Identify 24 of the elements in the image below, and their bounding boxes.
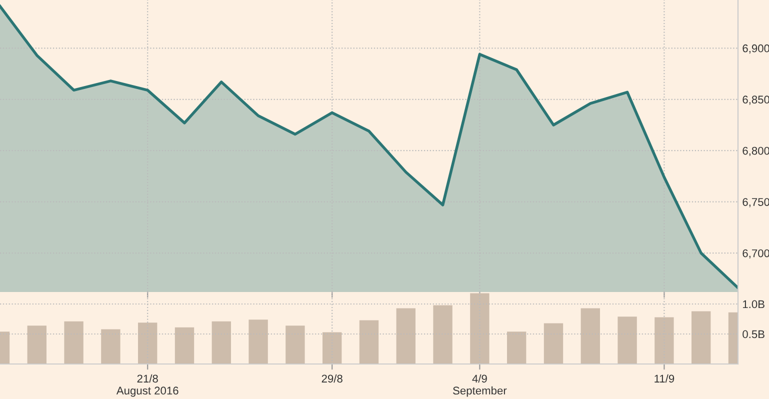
- bar: [286, 326, 305, 364]
- bar: [212, 321, 231, 364]
- bar: [138, 322, 158, 364]
- bar: [322, 332, 342, 364]
- bar: [580, 308, 600, 364]
- bar: [359, 320, 379, 364]
- bar: [507, 332, 526, 364]
- bar: [248, 320, 268, 364]
- x-tick-label: 11/9: [654, 374, 674, 383]
- bar: [433, 305, 452, 364]
- bar: [27, 326, 46, 364]
- bar: [396, 308, 416, 364]
- bar: [174, 327, 194, 364]
- bar: [544, 323, 564, 364]
- x-tick-label: 29/8: [322, 374, 342, 383]
- bar: [692, 311, 711, 364]
- bar: [618, 316, 637, 364]
- x-tick-label: 4/9 September: [453, 374, 507, 397]
- bar: [64, 321, 84, 364]
- bar: [654, 317, 674, 364]
- y-tick-label: 1.0B: [743, 300, 764, 308]
- bar: [101, 329, 120, 364]
- x-tick-label: 21/8 August 2016: [116, 374, 178, 397]
- y-tick-label: 0.5B: [742, 330, 764, 338]
